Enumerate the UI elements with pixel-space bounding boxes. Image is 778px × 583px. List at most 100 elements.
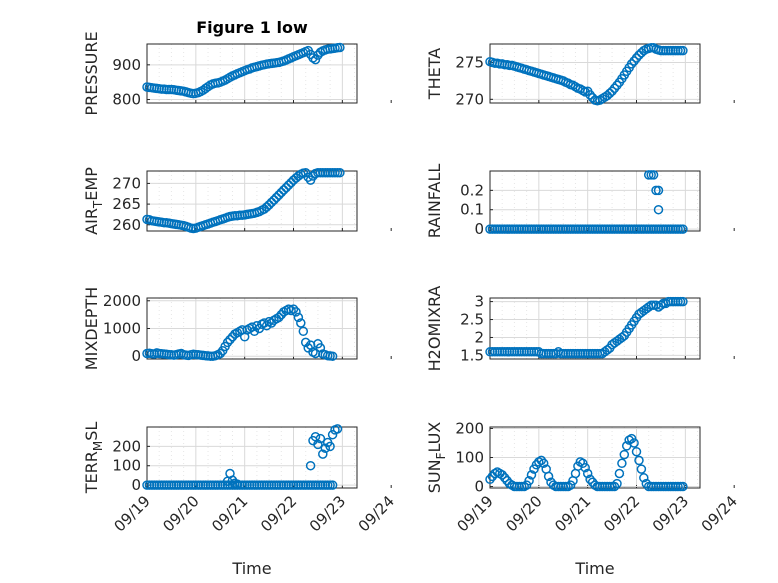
- data-point: [308, 53, 318, 63]
- y-axis-label: AIRTEMP: [82, 167, 105, 235]
- axes-frame: [146, 170, 358, 232]
- x-tick-label: 09/21: [551, 492, 594, 535]
- series-theta: [485, 42, 688, 106]
- y-tick-label: 260: [112, 216, 141, 234]
- x-tick-label: 09/22: [257, 492, 300, 535]
- data-point: [232, 479, 243, 489]
- data-point: [626, 59, 637, 69]
- data-point: [332, 424, 343, 434]
- data-point: [335, 167, 345, 178]
- y-axis-label: PRESSURE: [82, 31, 101, 115]
- axes-frame: [489, 426, 701, 489]
- y-axis-label-main: RAINFALL: [425, 164, 444, 239]
- series-air_temp: [142, 167, 345, 234]
- y-tick-label: 270: [455, 90, 484, 108]
- data-point: [283, 180, 294, 190]
- data-point: [281, 182, 291, 193]
- figure-title: Figure 1 low: [196, 18, 308, 37]
- x-axis-label-left: Time: [231, 559, 271, 578]
- data-point: [585, 474, 595, 485]
- data-point: [631, 446, 642, 457]
- data-point: [269, 195, 279, 205]
- y-axis-label-main: TERR: [82, 451, 101, 494]
- data-point: [497, 470, 507, 480]
- subplot-theta: 270 275 THETA: [425, 42, 735, 108]
- data-point: [215, 348, 226, 359]
- y-tick-label: 2000: [103, 292, 141, 310]
- x-tick-label: 09/22: [600, 492, 643, 535]
- x-tick-label: 09/20: [159, 492, 202, 535]
- data-point: [274, 312, 284, 323]
- subplot-air_temp: 260 265 270 AIRTEMP: [82, 167, 392, 235]
- y-tick-label: 100: [455, 449, 484, 467]
- series-h2omixra: [485, 296, 688, 359]
- data-point: [485, 474, 495, 485]
- data-point: [266, 197, 277, 208]
- data-point: [617, 332, 627, 343]
- x-axis-label-right: Time: [574, 559, 614, 578]
- y-axis-label: H2OMIXRA: [425, 286, 444, 372]
- data-point: [320, 443, 331, 454]
- x-tick-label: 09/20: [502, 492, 545, 535]
- y-axis-label-main: AIR: [82, 208, 101, 235]
- data-point: [327, 480, 338, 490]
- y-tick-label: 0: [131, 476, 141, 494]
- data-point: [619, 449, 630, 460]
- y-tick-label: 265: [112, 195, 141, 213]
- data-point: [300, 337, 311, 348]
- series-rainfall: [485, 170, 688, 234]
- y-tick-label: 1000: [103, 320, 141, 338]
- data-point: [536, 455, 547, 466]
- data-point: [604, 88, 615, 99]
- data-point: [276, 187, 287, 198]
- data-point: [499, 473, 510, 483]
- subplot-rainfall: 00.1 0.2 RAINFALL: [425, 164, 735, 239]
- y-axis-label-main: SUN: [425, 459, 444, 493]
- y-tick-label: 900: [112, 56, 141, 74]
- y-tick-label: 1.5: [460, 346, 484, 364]
- data-point: [609, 481, 620, 492]
- x-tick-label: 09/24: [698, 492, 741, 535]
- x-tick-label: 09/23: [649, 492, 692, 535]
- y-tick-label: 0: [474, 220, 484, 238]
- data-point: [614, 468, 625, 479]
- data-point: [538, 458, 549, 469]
- data-point: [617, 458, 627, 469]
- data-point: [293, 312, 304, 323]
- data-point: [315, 433, 326, 444]
- y-axis-label-main: PRESSURE: [82, 31, 101, 115]
- y-axis-label-main: THETA: [425, 48, 444, 100]
- x-tick-label: 09/19: [454, 492, 497, 535]
- data-point: [639, 473, 649, 483]
- data-point: [678, 224, 688, 234]
- y-tick-label: 0: [474, 478, 484, 496]
- y-axis-label-suffix: LUX: [425, 422, 444, 453]
- data-point: [612, 478, 622, 489]
- y-tick-label: 0.2: [460, 181, 484, 199]
- data-point: [291, 307, 301, 317]
- y-tick-label: 100: [112, 457, 141, 475]
- data-point: [602, 345, 612, 355]
- y-tick-label: 200: [112, 437, 141, 455]
- data-point: [678, 481, 688, 492]
- data-point: [318, 449, 328, 459]
- subplot-h2omixra: 1.522.53 H2OMIXRA: [425, 286, 735, 372]
- data-point: [325, 441, 335, 452]
- y-tick-label: 2.5: [460, 311, 484, 329]
- y-axis-label: MIXDEPTH: [82, 287, 101, 370]
- data-point: [629, 438, 639, 448]
- data-point: [310, 54, 321, 65]
- y-tick-label: 800: [112, 91, 141, 109]
- axes-frame: [489, 297, 701, 360]
- data-point: [249, 326, 260, 337]
- y-tick-label: 0: [131, 347, 141, 365]
- data-point: [288, 304, 299, 314]
- axes-box: [489, 170, 701, 232]
- data-point: [264, 200, 274, 210]
- y-tick-label: 0.1: [460, 201, 484, 219]
- data-point: [327, 351, 338, 361]
- y-tick-label: 200: [455, 419, 484, 437]
- data-point: [631, 53, 642, 63]
